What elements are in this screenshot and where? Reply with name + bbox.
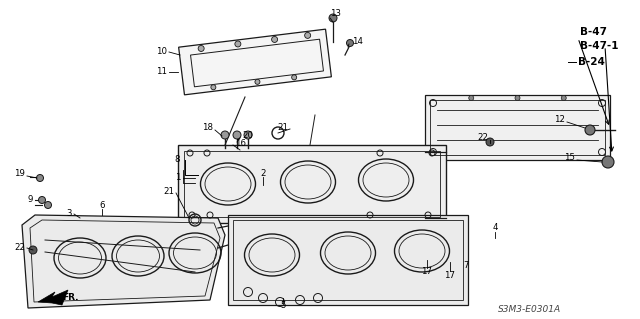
Text: 12: 12 (554, 115, 565, 124)
Text: B-47: B-47 (580, 27, 607, 37)
Bar (184, 151, 440, 217)
Polygon shape (38, 290, 68, 305)
Bar (425, 95, 610, 160)
Circle shape (233, 131, 241, 139)
Text: 3: 3 (67, 209, 72, 218)
Bar (430, 100, 605, 155)
Text: B-47-1: B-47-1 (580, 41, 618, 51)
Circle shape (561, 95, 566, 100)
Circle shape (329, 14, 337, 22)
Bar (178, 145, 446, 223)
Circle shape (292, 75, 297, 80)
Circle shape (346, 40, 353, 47)
Circle shape (305, 33, 310, 38)
Circle shape (198, 46, 204, 51)
Text: 17: 17 (445, 271, 456, 279)
Text: 20: 20 (242, 131, 253, 140)
Text: 6: 6 (99, 201, 105, 210)
Text: 18: 18 (202, 123, 213, 132)
Bar (228, 215, 468, 305)
Text: 14: 14 (352, 38, 363, 47)
Circle shape (486, 138, 494, 146)
Text: 22: 22 (14, 242, 25, 251)
Text: 2: 2 (260, 168, 266, 177)
Circle shape (211, 85, 216, 90)
Text: S3M3-E0301A: S3M3-E0301A (499, 306, 561, 315)
Bar (233, 220, 463, 300)
Text: 19: 19 (14, 169, 25, 179)
Text: 17: 17 (422, 268, 433, 277)
Circle shape (468, 95, 474, 100)
Text: 11: 11 (156, 68, 167, 77)
Circle shape (515, 95, 520, 100)
Text: 13: 13 (330, 10, 341, 19)
Polygon shape (179, 29, 332, 95)
Text: 10: 10 (156, 48, 167, 56)
Text: 15: 15 (564, 153, 575, 162)
Circle shape (271, 36, 278, 42)
Text: 22: 22 (477, 133, 488, 143)
Text: 21: 21 (163, 188, 174, 197)
Circle shape (602, 156, 614, 168)
Text: 4: 4 (492, 224, 498, 233)
Text: 21: 21 (277, 122, 288, 131)
Text: 7: 7 (463, 261, 468, 270)
Circle shape (38, 197, 45, 204)
Circle shape (585, 125, 595, 135)
Circle shape (45, 202, 51, 209)
Text: B-24: B-24 (578, 57, 605, 67)
Text: 5: 5 (280, 301, 285, 310)
Polygon shape (22, 215, 225, 308)
Circle shape (235, 41, 241, 47)
Text: FR.: FR. (62, 293, 79, 301)
Circle shape (29, 246, 37, 254)
Text: 9: 9 (28, 196, 33, 204)
Text: 16: 16 (235, 138, 246, 147)
Circle shape (244, 131, 252, 139)
Text: 8: 8 (175, 155, 180, 165)
Text: 1: 1 (175, 174, 181, 182)
Circle shape (221, 131, 229, 139)
Circle shape (36, 174, 44, 182)
Circle shape (255, 79, 260, 84)
